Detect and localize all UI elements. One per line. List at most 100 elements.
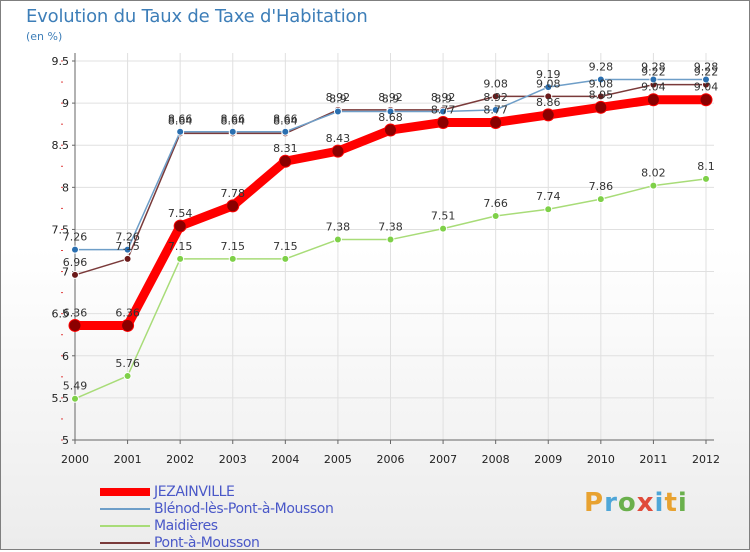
x-tick-label: 2011 (639, 453, 667, 466)
data-label-bl-nod-l-s-pont-mousson: 8.66 (221, 113, 246, 126)
data-label-pont-mousson: 9.08 (483, 77, 508, 90)
data-point-bl-nod-l-s-pont-mousson (491, 105, 500, 114)
data-label-bl-nod-l-s-pont-mousson: 8.66 (273, 113, 298, 126)
data-point-bl-nod-l-s-pont-mousson (439, 107, 448, 116)
y-tick-label: 5.5 (52, 392, 70, 405)
data-point-maidi-res (544, 205, 553, 214)
data-point-maidi-res (649, 181, 658, 190)
chart-subtitle: (en %) (26, 30, 63, 43)
data-label-maidi-res: 5.76 (115, 357, 140, 370)
x-tick-label: 2004 (271, 453, 299, 466)
x-tick-label: 2007 (429, 453, 457, 466)
data-point-pont-mousson (596, 92, 605, 101)
y-tick-label: 9 (62, 97, 69, 110)
axis-layer: 5 5.5 6 6.5 7 7.5 8 8.5 9 9.5 2000 2001 2002 2003 2004… (52, 53, 720, 466)
data-point-maidi-res (176, 254, 185, 263)
legend-swatch-pont-a-mousson (100, 542, 150, 544)
data-point-jezainville (384, 123, 397, 137)
data-label-jezainville: 8.77 (431, 103, 456, 116)
data-label-bl-nod-l-s-pont-mousson: 8.9 (329, 93, 347, 106)
x-tick-label: 2000 (61, 453, 89, 466)
data-label-pont-mousson: 7.15 (115, 240, 140, 253)
data-point-bl-nod-l-s-pont-mousson (333, 107, 342, 116)
legend-label: JEZAINVILLE (154, 484, 235, 500)
legend-swatch-blenod (100, 508, 150, 510)
data-point-bl-nod-l-s-pont-mousson (386, 107, 395, 116)
data-point-bl-nod-l-s-pont-mousson (702, 75, 710, 84)
x-tick-label: 2010 (587, 453, 615, 466)
data-point-maidi-res (228, 254, 237, 263)
y-tick-label: 6 (62, 350, 69, 363)
data-label-bl-nod-l-s-pont-mousson: 9.19 (536, 68, 561, 81)
data-label-bl-nod-l-s-pont-mousson: 8.9 (382, 93, 400, 106)
data-label-pont-mousson: 6.96 (63, 256, 88, 269)
x-tick-label: 2003 (219, 453, 247, 466)
y-tick-label: 8.5 (52, 139, 70, 152)
series-layer (68, 75, 713, 403)
data-label-maidi-res: 7.38 (326, 221, 351, 234)
data-point-bl-nod-l-s-pont-mousson (71, 245, 79, 254)
data-point-pont-mousson (123, 254, 132, 263)
data-point-maidi-res (386, 235, 395, 244)
data-label-pont-mousson: 8.92 (326, 91, 351, 104)
data-point-bl-nod-l-s-pont-mousson (123, 245, 132, 254)
brand-logo: Proxiti (584, 488, 688, 518)
data-label-pont-mousson: 9.22 (694, 66, 719, 79)
data-point-jezainville (173, 219, 187, 233)
data-point-maidi-res (71, 394, 79, 403)
data-point-pont-mousson (71, 270, 79, 279)
data-point-bl-nod-l-s-pont-mousson (544, 83, 553, 92)
data-point-jezainville (436, 115, 450, 129)
legend-swatch-maidieres (100, 525, 150, 527)
legend-label: Pont-à-Mousson (154, 535, 260, 551)
data-label-pont-mousson: 9.08 (589, 77, 614, 90)
data-label-jezainville: 6.36 (63, 306, 88, 319)
x-tick-label: 2002 (166, 453, 194, 466)
data-label-pont-mousson: 8.64 (273, 114, 298, 127)
data-label-bl-nod-l-s-pont-mousson: 9.28 (589, 61, 614, 74)
data-label-maidi-res: 7.86 (589, 180, 614, 193)
data-label-pont-mousson: 8.64 (221, 114, 246, 127)
data-point-bl-nod-l-s-pont-mousson (649, 75, 658, 84)
data-label-jezainville: 7.54 (168, 207, 193, 220)
x-tick-label: 2001 (114, 453, 142, 466)
data-point-maidi-res (702, 174, 710, 183)
data-label-jezainville: 9.04 (641, 81, 666, 94)
data-label-maidi-res: 7.51 (431, 210, 456, 223)
data-point-jezainville (331, 144, 345, 158)
x-tick-label: 2006 (377, 453, 405, 466)
chart-title: Evolution du Taux de Taxe d'Habitation (26, 6, 368, 27)
data-label-bl-nod-l-s-pont-mousson: 8.92 (483, 91, 508, 104)
data-point-jezainville (541, 108, 555, 122)
data-label-pont-mousson: 8.92 (431, 91, 456, 104)
y-tick-label: 5 (62, 434, 69, 447)
data-label-maidi-res: 7.15 (273, 240, 298, 253)
data-label-layer: 6.967.158.64 8.64 8.648.92 8.92 8.929.08 9.08… (63, 61, 719, 393)
data-label-bl-nod-l-s-pont-mousson: 7.26 (115, 231, 140, 244)
data-label-maidi-res: 5.49 (63, 380, 88, 393)
data-label-maidi-res: 7.15 (221, 240, 246, 253)
data-point-bl-nod-l-s-pont-mousson (281, 127, 290, 136)
data-point-bl-nod-l-s-pont-mousson (596, 75, 605, 84)
data-point-bl-nod-l-s-pont-mousson (176, 127, 185, 136)
data-label-jezainville: 6.36 (115, 306, 140, 319)
data-label-jezainville: 8.77 (483, 103, 508, 116)
data-point-maidi-res (123, 371, 132, 380)
data-point-jezainville (646, 93, 660, 107)
data-point-pont-mousson (491, 92, 500, 101)
data-label-jezainville: 8.95 (589, 88, 614, 101)
data-label-jezainville: 8.31 (273, 142, 298, 155)
data-point-maidi-res (596, 195, 605, 204)
y-tick-label: 7 (62, 266, 69, 279)
data-label-bl-nod-l-s-pont-mousson: 8.9 (434, 93, 452, 106)
data-point-maidi-res (439, 224, 448, 233)
data-point-jezainville (489, 115, 503, 129)
data-point-jezainville (278, 154, 292, 168)
y-tick-label: 6.5 (52, 308, 70, 321)
x-tick-label: 2005 (324, 453, 352, 466)
data-point-jezainville (121, 318, 135, 332)
data-label-jezainville: 8.43 (326, 132, 351, 145)
data-label-maidi-res: 8.02 (641, 167, 666, 180)
data-point-maidi-res (333, 235, 342, 244)
